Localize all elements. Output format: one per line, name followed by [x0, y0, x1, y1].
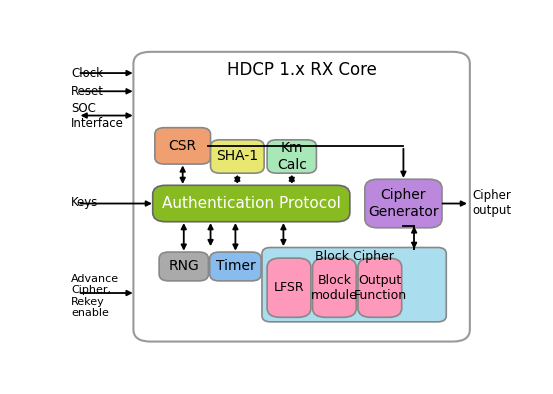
Text: Cipher
Generator: Cipher Generator [368, 188, 439, 219]
Text: Advance
Cipher,
Rekey
enable: Advance Cipher, Rekey enable [71, 274, 119, 318]
Text: Timer: Timer [216, 260, 255, 273]
FancyBboxPatch shape [153, 185, 350, 222]
FancyBboxPatch shape [133, 52, 470, 342]
FancyBboxPatch shape [312, 258, 356, 317]
Text: Cipher
output: Cipher output [472, 189, 511, 217]
Text: SOC
Interface: SOC Interface [71, 102, 124, 130]
Text: Block Cipher: Block Cipher [315, 250, 394, 263]
FancyBboxPatch shape [267, 140, 316, 173]
Text: HDCP 1.x RX Core: HDCP 1.x RX Core [227, 61, 377, 79]
FancyBboxPatch shape [365, 179, 442, 228]
FancyBboxPatch shape [262, 247, 446, 322]
FancyBboxPatch shape [267, 258, 311, 317]
FancyBboxPatch shape [211, 140, 264, 173]
Text: CSR: CSR [169, 139, 197, 153]
Text: LFSR: LFSR [274, 281, 304, 294]
Text: Km
Calc: Km Calc [277, 141, 307, 172]
Text: Block
module: Block module [311, 274, 358, 302]
FancyBboxPatch shape [159, 252, 208, 281]
Text: Reset: Reset [71, 85, 105, 98]
Text: SHA-1: SHA-1 [216, 149, 258, 164]
FancyBboxPatch shape [358, 258, 401, 317]
Text: Clock: Clock [71, 67, 103, 80]
FancyBboxPatch shape [210, 252, 261, 281]
Text: RNG: RNG [169, 260, 199, 273]
Text: Keys: Keys [71, 197, 98, 210]
FancyBboxPatch shape [155, 128, 211, 164]
Text: Authentication Protocol: Authentication Protocol [162, 196, 341, 211]
Text: Output
Function: Output Function [353, 274, 406, 302]
